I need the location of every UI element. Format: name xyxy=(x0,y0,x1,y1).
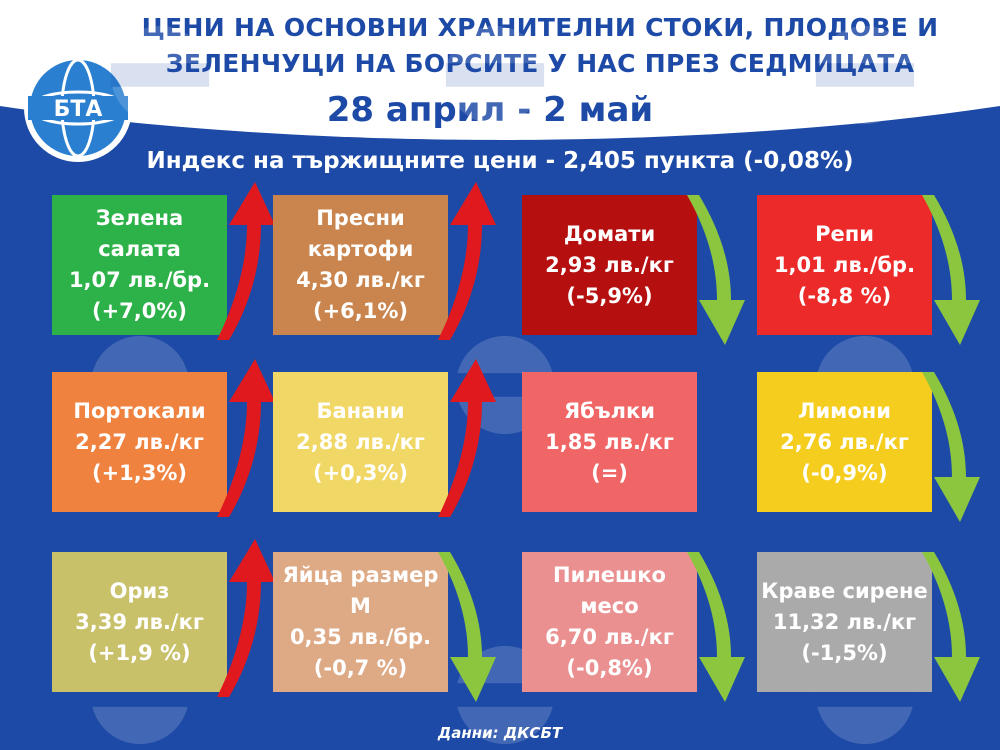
bta-logo: БТА xyxy=(24,54,132,162)
bta-watermark-icon xyxy=(110,25,210,125)
price-card-ябълки: Ябълки 1,85 лв./кг (=) xyxy=(522,372,697,512)
card-name: Ябълки xyxy=(564,398,655,423)
trend-up-arrow-icon xyxy=(217,182,275,340)
price-card-репи: Репи 1,01 лв./бр. (-8,8 %) xyxy=(757,195,932,335)
card-name: Ориз xyxy=(109,578,170,603)
card-price: 6,70 лв./кг xyxy=(545,625,674,649)
card-price: 4,30 лв./кг xyxy=(296,268,425,292)
card-change: (+7,0%) xyxy=(91,299,188,323)
price-index-text: Индекс на тържищните цени - 2,405 пункта… xyxy=(146,148,854,174)
price-card-краве-сирене: Краве сирене 11,32 лв./кг (-1,5%) xyxy=(757,552,932,692)
card-change: (+1,9 %) xyxy=(88,640,191,665)
card-name: Пилешко месо xyxy=(553,563,666,618)
card-price: 2,93 лв./кг xyxy=(545,252,674,277)
card-change: (+6,1%) xyxy=(312,299,409,323)
card-change: (-1,5%) xyxy=(801,640,888,665)
price-card-яйца-размер-м: Яйца размер М 0,35 лв./бр. (-0,7 %) xyxy=(273,552,448,692)
card-change: (=) xyxy=(591,460,628,485)
title-line-1: ЦЕНИ НА ОСНОВНИ ХРАНИТЕЛНИ СТОКИ, ПЛОДОВ… xyxy=(141,13,939,42)
card-price: 0,35 лв./бр. xyxy=(289,625,432,649)
title-line-2: ЗЕЛЕНЧУЦИ НА БОРСИТЕ У НАС ПРЕЗ СЕДМИЦАТ… xyxy=(165,49,914,78)
card-change: (+1,3%) xyxy=(91,460,188,485)
card-change: (-0,7 %) xyxy=(313,656,408,680)
data-source: Данни: ДКСБТ xyxy=(437,724,562,742)
card-change: (-0,9%) xyxy=(801,460,888,485)
card-name: Пресни картофи xyxy=(307,206,414,261)
card-change: (-0,8%) xyxy=(566,656,653,680)
card-price: 1,85 лв./кг xyxy=(545,429,674,454)
price-card-портокали: Портокали 2,27 лв./кг (+1,3%) xyxy=(52,372,227,512)
price-card-лимони: Лимони 2,76 лв./кг (-0,9%) xyxy=(757,372,932,512)
price-card-домати: Домати 2,93 лв./кг (-5,9%) xyxy=(522,195,697,335)
card-name: Лимони xyxy=(798,398,891,423)
card-price: 2,76 лв./кг xyxy=(780,429,909,454)
price-card-банани: Банани 2,88 лв./кг (+0,3%) xyxy=(273,372,448,512)
card-price: 2,27 лв./кг xyxy=(75,429,204,454)
card-price: 2,88 лв./кг xyxy=(296,429,425,454)
card-change: (-5,9%) xyxy=(566,283,653,308)
trend-down-arrow-icon xyxy=(922,195,980,345)
card-price: 1,07 лв./бр. xyxy=(68,268,211,292)
price-card-пилешко-месо: Пилешко месо 6,70 лв./кг (-0,8%) xyxy=(522,552,697,692)
price-card-зелена-салата: Зелена салата 1,07 лв./бр. (+7,0%) xyxy=(52,195,227,335)
card-change: (-8,8 %) xyxy=(797,283,892,308)
card-name: Портокали xyxy=(73,398,206,423)
card-price: 3,39 лв./кг xyxy=(75,609,204,634)
trend-down-arrow-icon xyxy=(438,552,496,702)
card-name: Зелена салата xyxy=(95,206,184,261)
card-name: Репи xyxy=(815,221,874,246)
trend-down-arrow-icon xyxy=(687,552,745,702)
header-band xyxy=(0,0,1000,100)
page-title: ЦЕНИ НА ОСНОВНИ ХРАНИТЕЛНИ СТОКИ, ПЛОДОВ… xyxy=(115,10,965,82)
card-name: Домати xyxy=(563,221,656,246)
card-name: Банани xyxy=(316,398,405,423)
bta-watermark-icon xyxy=(815,25,915,125)
card-price: 11,32 лв./кг xyxy=(772,609,917,634)
card-name: Краве сирене xyxy=(761,578,928,603)
trend-up-arrow-icon xyxy=(438,182,496,340)
card-name: Яйца размер М xyxy=(282,563,439,618)
date-range: 28 април - 2 май xyxy=(305,85,675,135)
bta-watermark-icon xyxy=(445,25,545,125)
price-card-ориз: Ориз 3,39 лв./кг (+1,9 %) xyxy=(52,552,227,692)
trend-down-arrow-icon xyxy=(687,195,745,345)
trend-up-arrow-icon xyxy=(438,359,496,517)
trend-down-arrow-icon xyxy=(922,552,980,702)
logo-text: БТА xyxy=(54,97,103,122)
price-card-пресни-картофи: Пресни картофи 4,30 лв./кг (+6,1%) xyxy=(273,195,448,335)
card-price: 1,01 лв./бр. xyxy=(773,252,916,277)
trend-up-arrow-icon xyxy=(217,539,275,697)
trend-down-arrow-icon xyxy=(922,372,980,522)
trend-up-arrow-icon xyxy=(217,359,275,517)
card-change: (+0,3%) xyxy=(312,460,409,485)
